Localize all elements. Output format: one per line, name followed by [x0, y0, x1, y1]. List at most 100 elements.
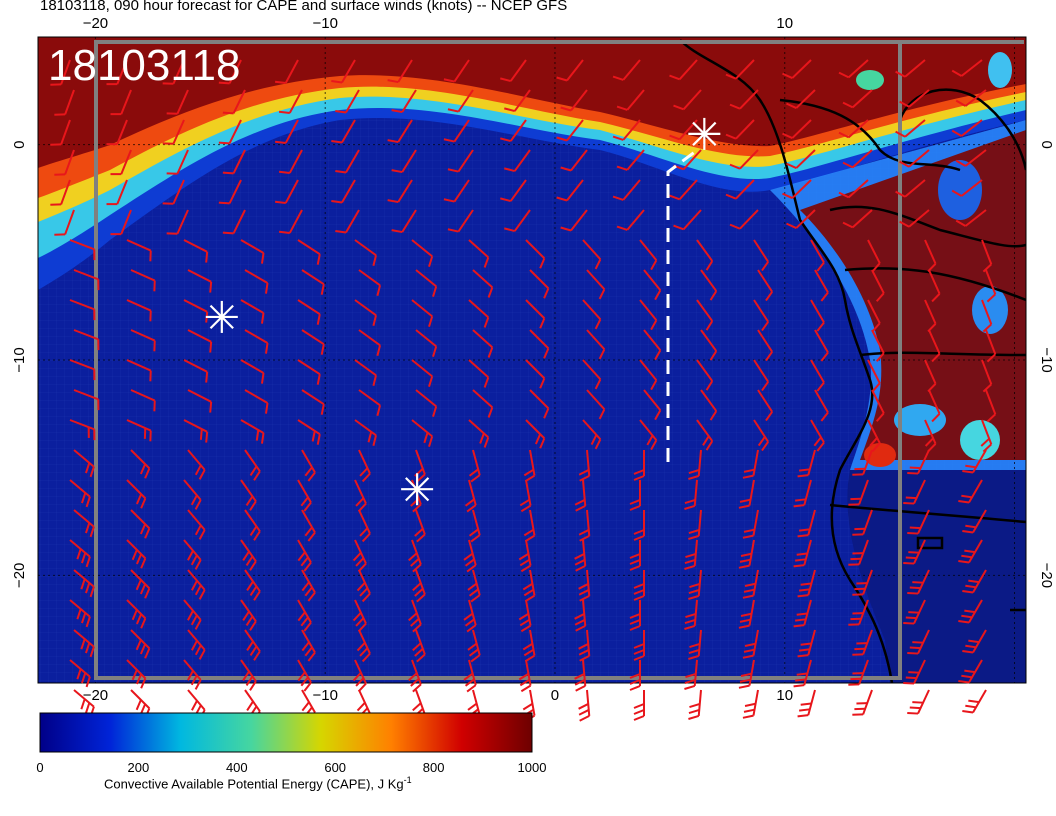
colorbar-tick-label: 600 [324, 760, 346, 775]
wind-barb [556, 59, 584, 82]
wind-barb [985, 329, 997, 363]
wind-barb [529, 389, 550, 419]
wind-barb [463, 599, 477, 633]
wind-barb [126, 539, 147, 569]
wind-barb [958, 539, 983, 564]
wind-barb [69, 539, 91, 568]
map-title: 18103118, 090 hour forecast for CAPE and… [40, 0, 568, 14]
wind-barb [73, 329, 100, 351]
wind-barb [187, 449, 206, 480]
wind-barb [582, 419, 602, 450]
wind-barb [518, 599, 532, 633]
wind-barb [742, 689, 759, 719]
wind-barb [633, 570, 645, 601]
wind-barb [408, 599, 422, 633]
wind-barb [356, 569, 371, 603]
wind-barb [981, 299, 993, 333]
wind-barb [244, 449, 261, 481]
wind-barb [814, 269, 829, 302]
wind-barb [574, 539, 587, 572]
wind-barb [895, 59, 926, 78]
wind-barb [684, 599, 698, 630]
border-5 [829, 503, 1026, 524]
wind-barb [574, 479, 587, 512]
wind-barb [415, 389, 438, 417]
wind-barb [852, 449, 873, 476]
wind-barb [578, 689, 591, 722]
wind-barb [582, 239, 602, 270]
wind-barb [842, 209, 873, 229]
wind-barb [408, 539, 422, 573]
cape-band-red [38, 37, 1026, 168]
wind-barb [629, 600, 641, 631]
wind-barb [297, 479, 312, 512]
wind-barb [529, 269, 550, 299]
wind-barb [354, 299, 378, 326]
wind-barb [387, 179, 413, 204]
wind-barb [335, 209, 360, 234]
wind-barb [358, 509, 371, 543]
wind-barb [166, 89, 189, 115]
wind-barb [218, 119, 242, 145]
wind-barb [187, 509, 206, 540]
wind-barb [981, 239, 993, 273]
forecast-stamp: 18103118 [48, 41, 241, 90]
wind-barb [729, 149, 759, 170]
right-lat-tick: −10 [1038, 347, 1055, 372]
wind-barb [782, 179, 812, 199]
wind-barb [166, 209, 189, 235]
wind-barb [50, 179, 71, 206]
wind-barb [556, 179, 584, 202]
wind-barb [786, 149, 816, 169]
wind-barb [222, 89, 246, 115]
wind-barb [958, 659, 983, 684]
wind-barb [955, 89, 987, 107]
wind-barb [616, 149, 645, 171]
wind-barb [907, 509, 930, 535]
wind-barb [797, 449, 816, 478]
wind-barb [810, 239, 825, 272]
wind-barb [69, 479, 91, 508]
wind-barb [895, 179, 926, 198]
wind-barb [797, 689, 816, 718]
frame [37, 36, 1027, 684]
wind-barb [753, 359, 769, 392]
wind-barb [408, 659, 422, 693]
wind-barb [729, 89, 759, 110]
colorbar-tick-label: 800 [423, 760, 445, 775]
wind-barb [848, 599, 869, 626]
wind-barb [278, 89, 303, 114]
wind-barb [504, 89, 531, 113]
wind-barb [301, 569, 316, 602]
wind-barb [753, 239, 769, 272]
wind-barb [519, 479, 532, 513]
wind-barb [797, 509, 816, 538]
marker-center [401, 473, 434, 506]
wind-barb [50, 59, 71, 86]
wind-barb [301, 269, 325, 295]
wind-barb [871, 329, 885, 362]
top-lon-tick: −20 [83, 15, 108, 32]
wind-barb [696, 299, 714, 331]
wind-barb [278, 149, 303, 174]
wind-barb [586, 329, 606, 360]
wind-barb [69, 299, 96, 321]
wind-barb [222, 149, 246, 175]
wind-barb [700, 269, 718, 301]
wind-barb [447, 209, 474, 233]
wind-barb [187, 389, 213, 413]
wind-barb [54, 209, 75, 236]
wind-barb [753, 299, 769, 332]
wind-barb [560, 149, 588, 172]
wind-barb [126, 479, 147, 509]
wind-barb [301, 389, 325, 415]
wind-barb [73, 509, 95, 538]
wind-barb [684, 539, 698, 570]
wind-barb [574, 599, 587, 632]
wind-barb [903, 659, 926, 685]
wind-barb [443, 59, 470, 83]
wind-barb [810, 419, 825, 452]
markers [205, 117, 721, 506]
colorbar-label-sup: -1 [403, 775, 412, 785]
